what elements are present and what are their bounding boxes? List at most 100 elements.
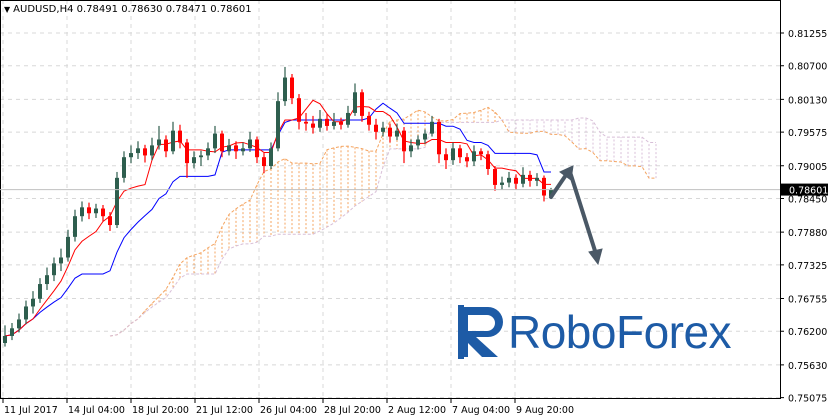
candle	[143, 144, 147, 163]
candle	[318, 109, 322, 132]
candle	[157, 125, 161, 150]
candle-body	[304, 121, 308, 124]
candle	[17, 313, 21, 333]
candle-body	[388, 127, 392, 137]
open-value: 0.78491	[76, 4, 118, 15]
x-tick-label: 9 Aug 20:00	[516, 405, 574, 416]
candle	[10, 322, 14, 341]
candle-body	[346, 112, 350, 125]
candle-body	[17, 319, 21, 329]
candle-body	[374, 124, 378, 132]
y-tick-label: 0.76200	[788, 327, 827, 338]
candle-body	[416, 139, 420, 146]
candle-body	[38, 284, 42, 299]
y-tick-label: 0.75075	[788, 394, 827, 405]
candle	[514, 174, 518, 190]
y-tick-label: 0.79005	[788, 162, 827, 173]
y-tick-label: 0.80130	[788, 95, 827, 106]
candle	[416, 135, 420, 150]
candle	[472, 145, 476, 167]
x-tick-label: 14 Jul 04:00	[68, 405, 125, 416]
candle-body	[311, 123, 315, 128]
candle	[304, 112, 308, 131]
candle	[185, 138, 189, 178]
candle	[24, 300, 28, 325]
y-tick-label: 0.77880	[788, 228, 827, 239]
candle-body	[94, 208, 98, 214]
candle	[220, 130, 224, 158]
candle	[192, 151, 196, 169]
candle-body	[423, 133, 427, 140]
candle	[108, 212, 112, 231]
candle	[3, 325, 7, 347]
candle-body	[339, 121, 343, 125]
x-tick-label: 11 Jul 2017	[4, 405, 58, 416]
candle	[171, 121, 175, 155]
x-tick-label: 21 Jul 12:00	[196, 405, 253, 416]
candle-body	[521, 174, 525, 184]
y-tick-label: 0.76755	[788, 295, 827, 306]
high-value: 0.78630	[121, 4, 163, 15]
candle-body	[262, 157, 266, 167]
candle	[402, 127, 406, 164]
candle	[129, 145, 133, 164]
candle	[430, 115, 434, 137]
candle	[45, 267, 49, 290]
candle-body	[115, 177, 119, 226]
x-tick-label: 18 Jul 20:00	[132, 405, 189, 416]
candle-body	[276, 101, 280, 149]
candle	[262, 153, 266, 174]
candle-body	[430, 121, 434, 134]
candle-body	[283, 77, 287, 102]
candle-body	[87, 207, 91, 214]
candle-body	[206, 148, 210, 156]
candle-body	[332, 121, 336, 126]
candle	[199, 150, 203, 167]
candle	[458, 144, 462, 164]
arrow-down-segment	[568, 170, 598, 256]
y-tick-label: 0.79575	[788, 128, 827, 139]
candle	[269, 142, 273, 169]
candle-body	[472, 151, 476, 162]
candle	[493, 166, 497, 191]
candle-body	[290, 77, 294, 99]
x-tick-label: 2 Aug 12:00	[388, 405, 446, 416]
forecast-arrow	[549, 165, 603, 266]
candle-body	[479, 151, 483, 155]
candle	[206, 142, 210, 161]
candle-body	[185, 142, 189, 164]
candle	[521, 167, 525, 188]
candle-body	[381, 127, 385, 132]
candle	[395, 123, 399, 141]
candle-body	[73, 216, 77, 237]
candle	[59, 248, 63, 272]
candle-body	[542, 177, 546, 196]
close-value: 0.78601	[210, 4, 252, 15]
candle-body	[143, 148, 147, 156]
candle	[73, 209, 77, 242]
candle	[234, 141, 238, 159]
senkou-span-b	[109, 117, 656, 337]
candle	[87, 202, 91, 220]
arrow-down-head-icon	[588, 248, 603, 266]
candle	[479, 148, 483, 161]
candle	[122, 151, 126, 183]
candle-body	[535, 177, 539, 181]
candle-body	[402, 130, 406, 152]
candle	[227, 138, 231, 156]
candle-body	[325, 118, 329, 126]
candle	[31, 291, 35, 314]
candle	[381, 121, 385, 137]
candle-body	[409, 145, 413, 152]
current-price-badge	[781, 183, 828, 196]
candle	[437, 118, 441, 164]
low-value: 0.78471	[165, 4, 208, 15]
current-price-label: 0.78601	[789, 186, 828, 197]
candle	[38, 278, 42, 303]
candle-body	[451, 148, 455, 161]
candle-body	[549, 189, 553, 197]
triangle-down-icon[interactable]: ▼	[4, 5, 11, 14]
candle	[409, 139, 413, 158]
